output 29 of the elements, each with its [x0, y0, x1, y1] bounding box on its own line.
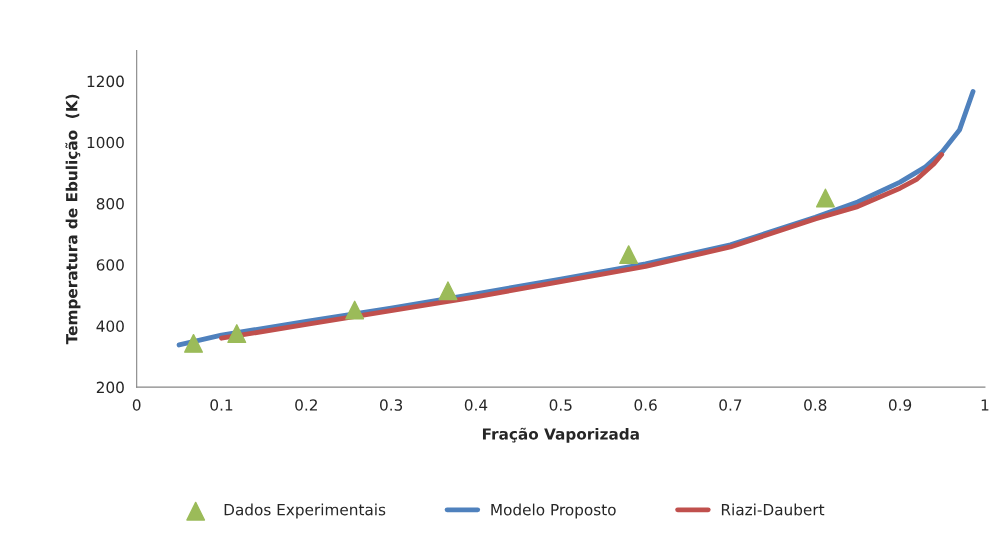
legend-label: Modelo Proposto [491, 503, 616, 519]
x-tick-label: 0.4 [464, 399, 488, 411]
x-tick-label: 0.9 [888, 399, 912, 411]
y-tick-label: 1200 [87, 75, 124, 88]
line-series [219, 152, 945, 341]
x-tick-label: 0.1 [210, 399, 233, 411]
point [227, 324, 247, 344]
x-tick-label: 0.7 [719, 399, 742, 411]
y-tick-label: 400 [96, 320, 124, 332]
point [184, 333, 203, 353]
x-tick-label: 0.2 [295, 399, 317, 411]
y-axis-title: Temperatura de Ebulição (K) [65, 94, 81, 345]
x-axis-title: Fração Vaporizada [482, 427, 639, 443]
y-tick-label: 600 [96, 259, 124, 271]
x-tick-label: 0 [132, 399, 141, 411]
x-tick-label: 0.5 [549, 399, 572, 411]
point [619, 245, 639, 265]
point [438, 281, 458, 301]
y-tick-label: 1000 [87, 136, 124, 149]
legend-label: Dados Experimentais [224, 503, 386, 519]
legend-label: Riazi-Daubert [721, 503, 825, 516]
x-tick-label: 0.8 [804, 399, 827, 411]
point [815, 188, 835, 208]
x-tick-label: 0.6 [634, 399, 657, 411]
y-tick-label: 800 [96, 197, 124, 210]
y-tick-label: 200 [96, 381, 124, 394]
x-tick-label: 1 [981, 399, 989, 411]
point [345, 300, 365, 320]
x-tick-label: 0.3 [380, 399, 403, 411]
